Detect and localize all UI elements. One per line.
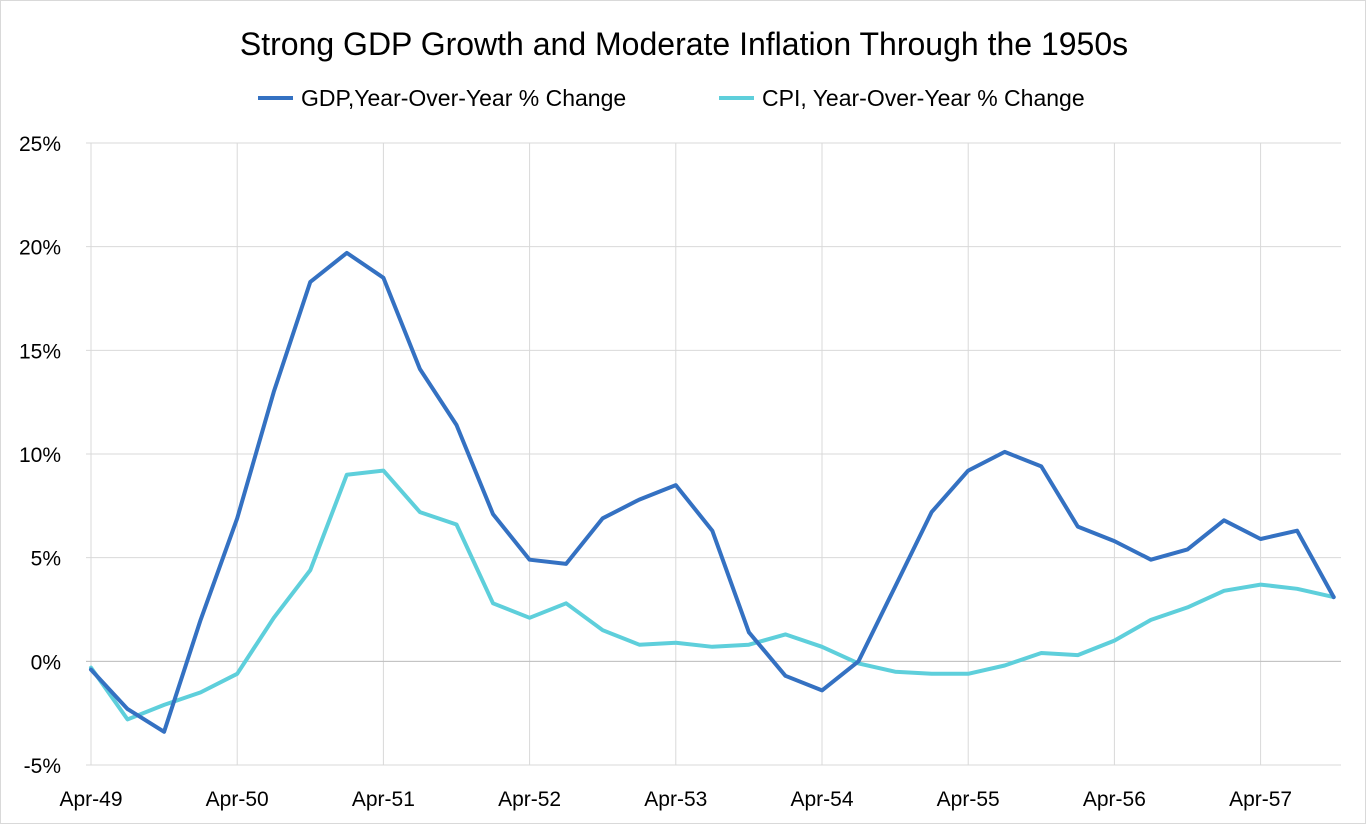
x-axis: Apr-49 Apr-50 Apr-51 Apr-52 Apr-53 Apr-54 Apr-…	[59, 788, 1292, 811]
y-tick-label: -5%	[24, 755, 61, 778]
legend: GDP,Year-Over-Year % Change CPI, Year-Ov…	[258, 85, 1085, 111]
x-tick-label: Apr-55	[937, 788, 1000, 811]
legend-item-gdp[interactable]: GDP,Year-Over-Year % Change	[258, 85, 626, 111]
y-tick-label: 10%	[19, 444, 61, 467]
legend-item-cpi[interactable]: CPI, Year-Over-Year % Change	[719, 85, 1085, 111]
y-tick-label: 5%	[31, 548, 61, 571]
y-tick-label: 25%	[19, 133, 61, 156]
y-tick-label: 15%	[19, 340, 61, 363]
gridlines	[86, 142, 1341, 766]
x-tick-label: Apr-52	[498, 788, 561, 811]
x-tick-label: Apr-57	[1229, 788, 1292, 811]
x-tick-label: Apr-49	[59, 788, 122, 811]
y-tick-label: 20%	[19, 237, 61, 260]
x-tick-label: Apr-56	[1083, 788, 1146, 811]
x-tick-label: Apr-51	[352, 788, 415, 811]
series-layer	[89, 250, 1336, 734]
series-line-cpi[interactable]	[89, 468, 1336, 722]
legend-label-cpi: CPI, Year-Over-Year % Change	[762, 85, 1085, 111]
x-tick-label: Apr-50	[206, 788, 269, 811]
x-tick-label: Apr-54	[790, 788, 853, 811]
y-tick-label: 0%	[31, 651, 61, 674]
legend-label-gdp: GDP,Year-Over-Year % Change	[301, 85, 626, 111]
series-line-gdp[interactable]	[89, 250, 1336, 734]
cpi-points	[89, 469, 1336, 722]
chart-title: Strong GDP Growth and Moderate Inflation…	[240, 26, 1128, 62]
y-axis: 25% 20% 15% 10% 5% 0% -5%	[19, 133, 61, 778]
x-tick-label: Apr-53	[644, 788, 707, 811]
